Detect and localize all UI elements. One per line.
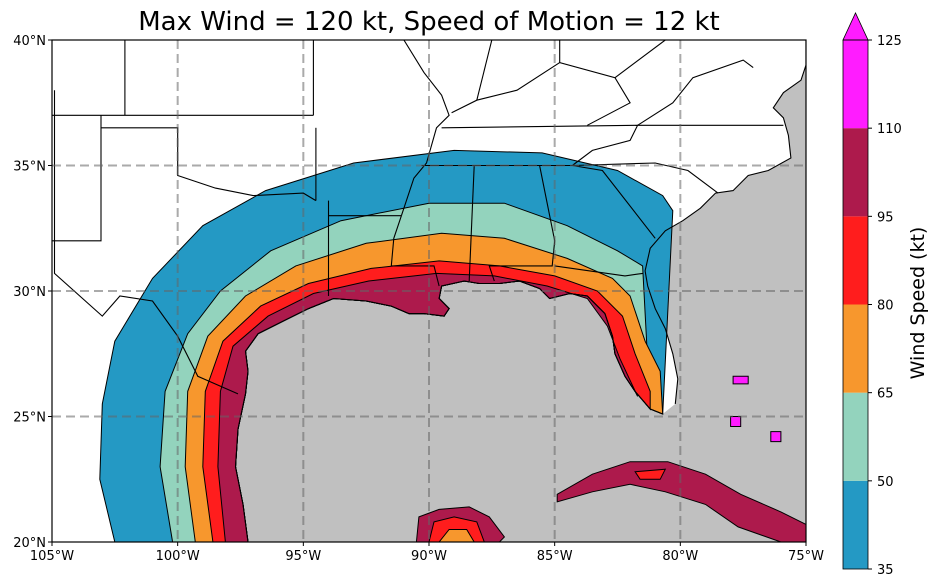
chart-title: Max Wind = 120 kt, Speed of Motion = 12 … [138,7,720,37]
colorbar-tick-label: 125 [877,34,902,49]
colorbar-segment-35-50 [843,480,868,569]
state-border-9 [400,40,450,216]
swath-bahamas-3 [770,431,782,443]
y-tick-label: 40°N [13,34,46,49]
state-border-13 [554,265,643,277]
colorbar-tick-label: 95 [877,210,894,225]
swath-bahamas-1 [732,375,749,385]
state-border-21 [637,59,754,126]
colorbar-segment-95-110 [843,128,868,217]
swath-bahamas-2 [730,416,742,427]
colorbar-tick-label: 35 [877,563,894,578]
x-tick-label: 90°W [411,549,447,564]
y-tick-label: 20°N [13,536,46,551]
state-border-10 [468,165,475,282]
gulf-coastline [234,280,663,542]
swath-cuba-inner [634,468,667,480]
swath-yucatan-core [438,529,475,542]
y-axis: 20°N 25°N 30°N 35°N 40°N [13,34,52,551]
map-area [52,40,806,542]
state-border-1 [52,115,102,242]
atlantic-coastline [644,40,806,404]
state-border-15 [572,162,719,194]
x-tick-label: 80°W [662,549,698,564]
state-border-14 [572,164,656,239]
colorbar-segment-65-80 [843,304,868,393]
colorbar-label: Wind Speed (kt) [907,227,929,380]
colorbar-tick-label: 65 [877,387,894,402]
x-axis: 105°W 100°W 95°W 90°W 85°W 80°W 75°W [30,542,824,564]
colorbar-segment-80-95 [843,216,868,305]
state-border-16 [571,124,784,166]
state-border-12 [488,165,556,282]
x-tick-label: 100°W [156,549,200,564]
state-border-22 [476,40,493,101]
x-tick-label: 75°W [788,549,824,564]
swath-cuba [556,461,806,542]
x-tick-label: 105°W [30,549,74,564]
x-tick-label: 95°W [285,549,321,564]
state-border-18 [441,124,638,129]
state-border-20 [614,40,666,79]
us-mexico-border [53,90,239,395]
y-tick-label: 35°N [13,160,46,175]
colorbar-extend-arrow [842,12,869,41]
x-tick-label: 85°W [537,549,573,564]
colorbar-tick-label: 50 [877,475,894,490]
y-tick-label: 25°N [13,411,46,426]
colorbar-tick-label: 110 [877,122,902,137]
y-tick-label: 30°N [13,285,46,300]
colorbar: 35 50 65 80 95 110 125 [842,12,902,578]
colorbar-tick-label: 80 [877,299,894,314]
colorbar-segment-50-65 [843,392,868,481]
state-border-8 [390,215,440,287]
colorbar-segment-110-125 [843,40,868,129]
